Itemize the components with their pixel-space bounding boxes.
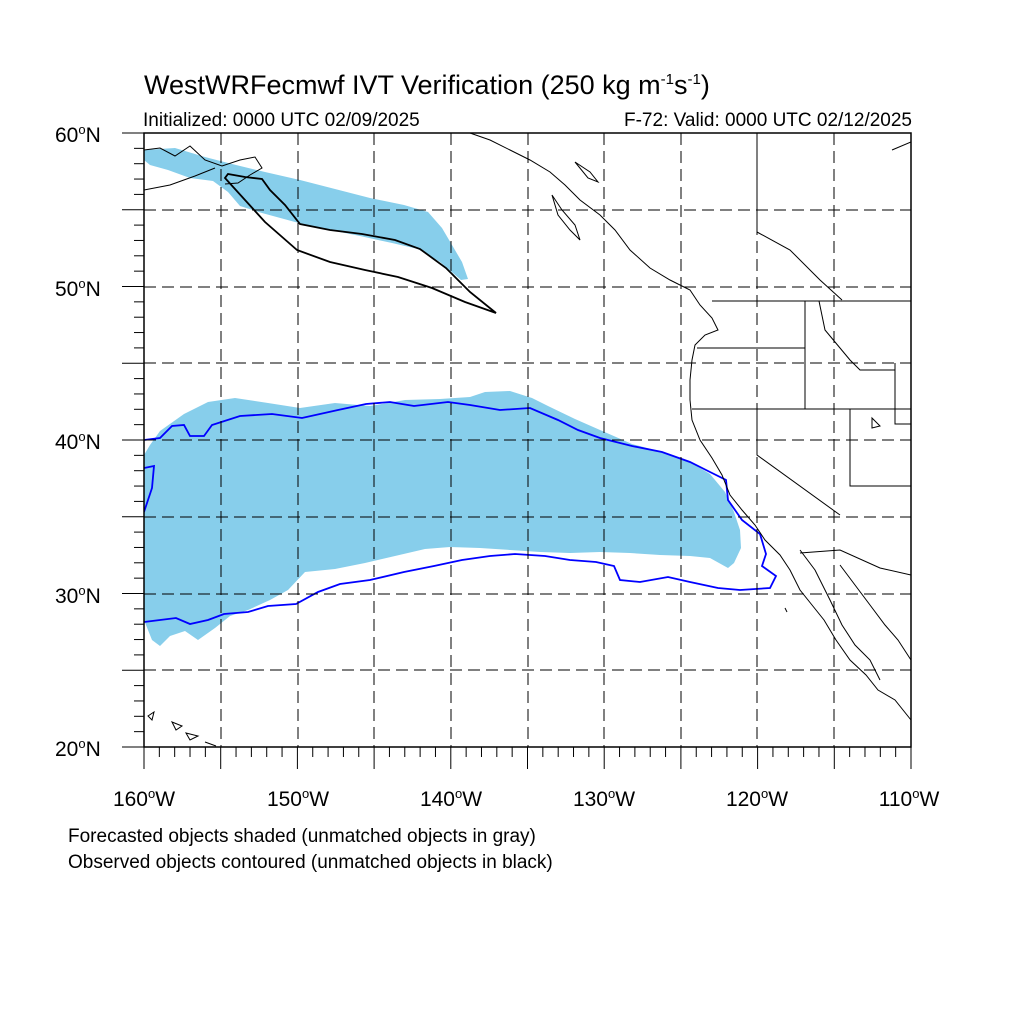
lon-label-130w: 130oW: [572, 786, 636, 811]
coastlines: [144, 133, 911, 747]
lat-label-20n: 20oN: [55, 736, 101, 761]
footer-observed-note: Observed objects contoured (unmatched ob…: [68, 852, 553, 873]
lon-label-120w: 120oW: [725, 786, 789, 811]
lat-label-50n: 50oN: [55, 276, 101, 301]
lon-label-110w: 110oW: [878, 786, 940, 811]
observed-object-unmatched: [223, 173, 497, 314]
init-time-label: Initialized: 0000 UTC 02/09/2025: [143, 110, 420, 131]
lat-label-40n: 40oN: [55, 429, 101, 454]
lat-label-60n: 60oN: [55, 122, 101, 147]
lon-label-140w: 140oW: [419, 786, 483, 811]
chart-title: WestWRFecmwf IVT Verification (250 kg m-…: [144, 70, 710, 100]
lon-label-150w: 150oW: [266, 786, 330, 811]
axis-ticks: [122, 132, 912, 769]
valid-time-label: F-72: Valid: 0000 UTC 02/12/2025: [624, 110, 912, 131]
forecast-object-pacific: [144, 391, 741, 646]
lat-label-30n: 30oN: [55, 583, 101, 608]
observed-object-matched: [144, 401, 778, 625]
political-boundaries: [692, 133, 911, 576]
observed-object-edge: [144, 464, 156, 513]
footer-forecast-note: Forecasted objects shaded (unmatched obj…: [68, 826, 536, 847]
forecast-object-alaska: [144, 148, 468, 280]
lon-label-160w: 160oW: [112, 786, 176, 811]
graticule: [144, 133, 911, 747]
